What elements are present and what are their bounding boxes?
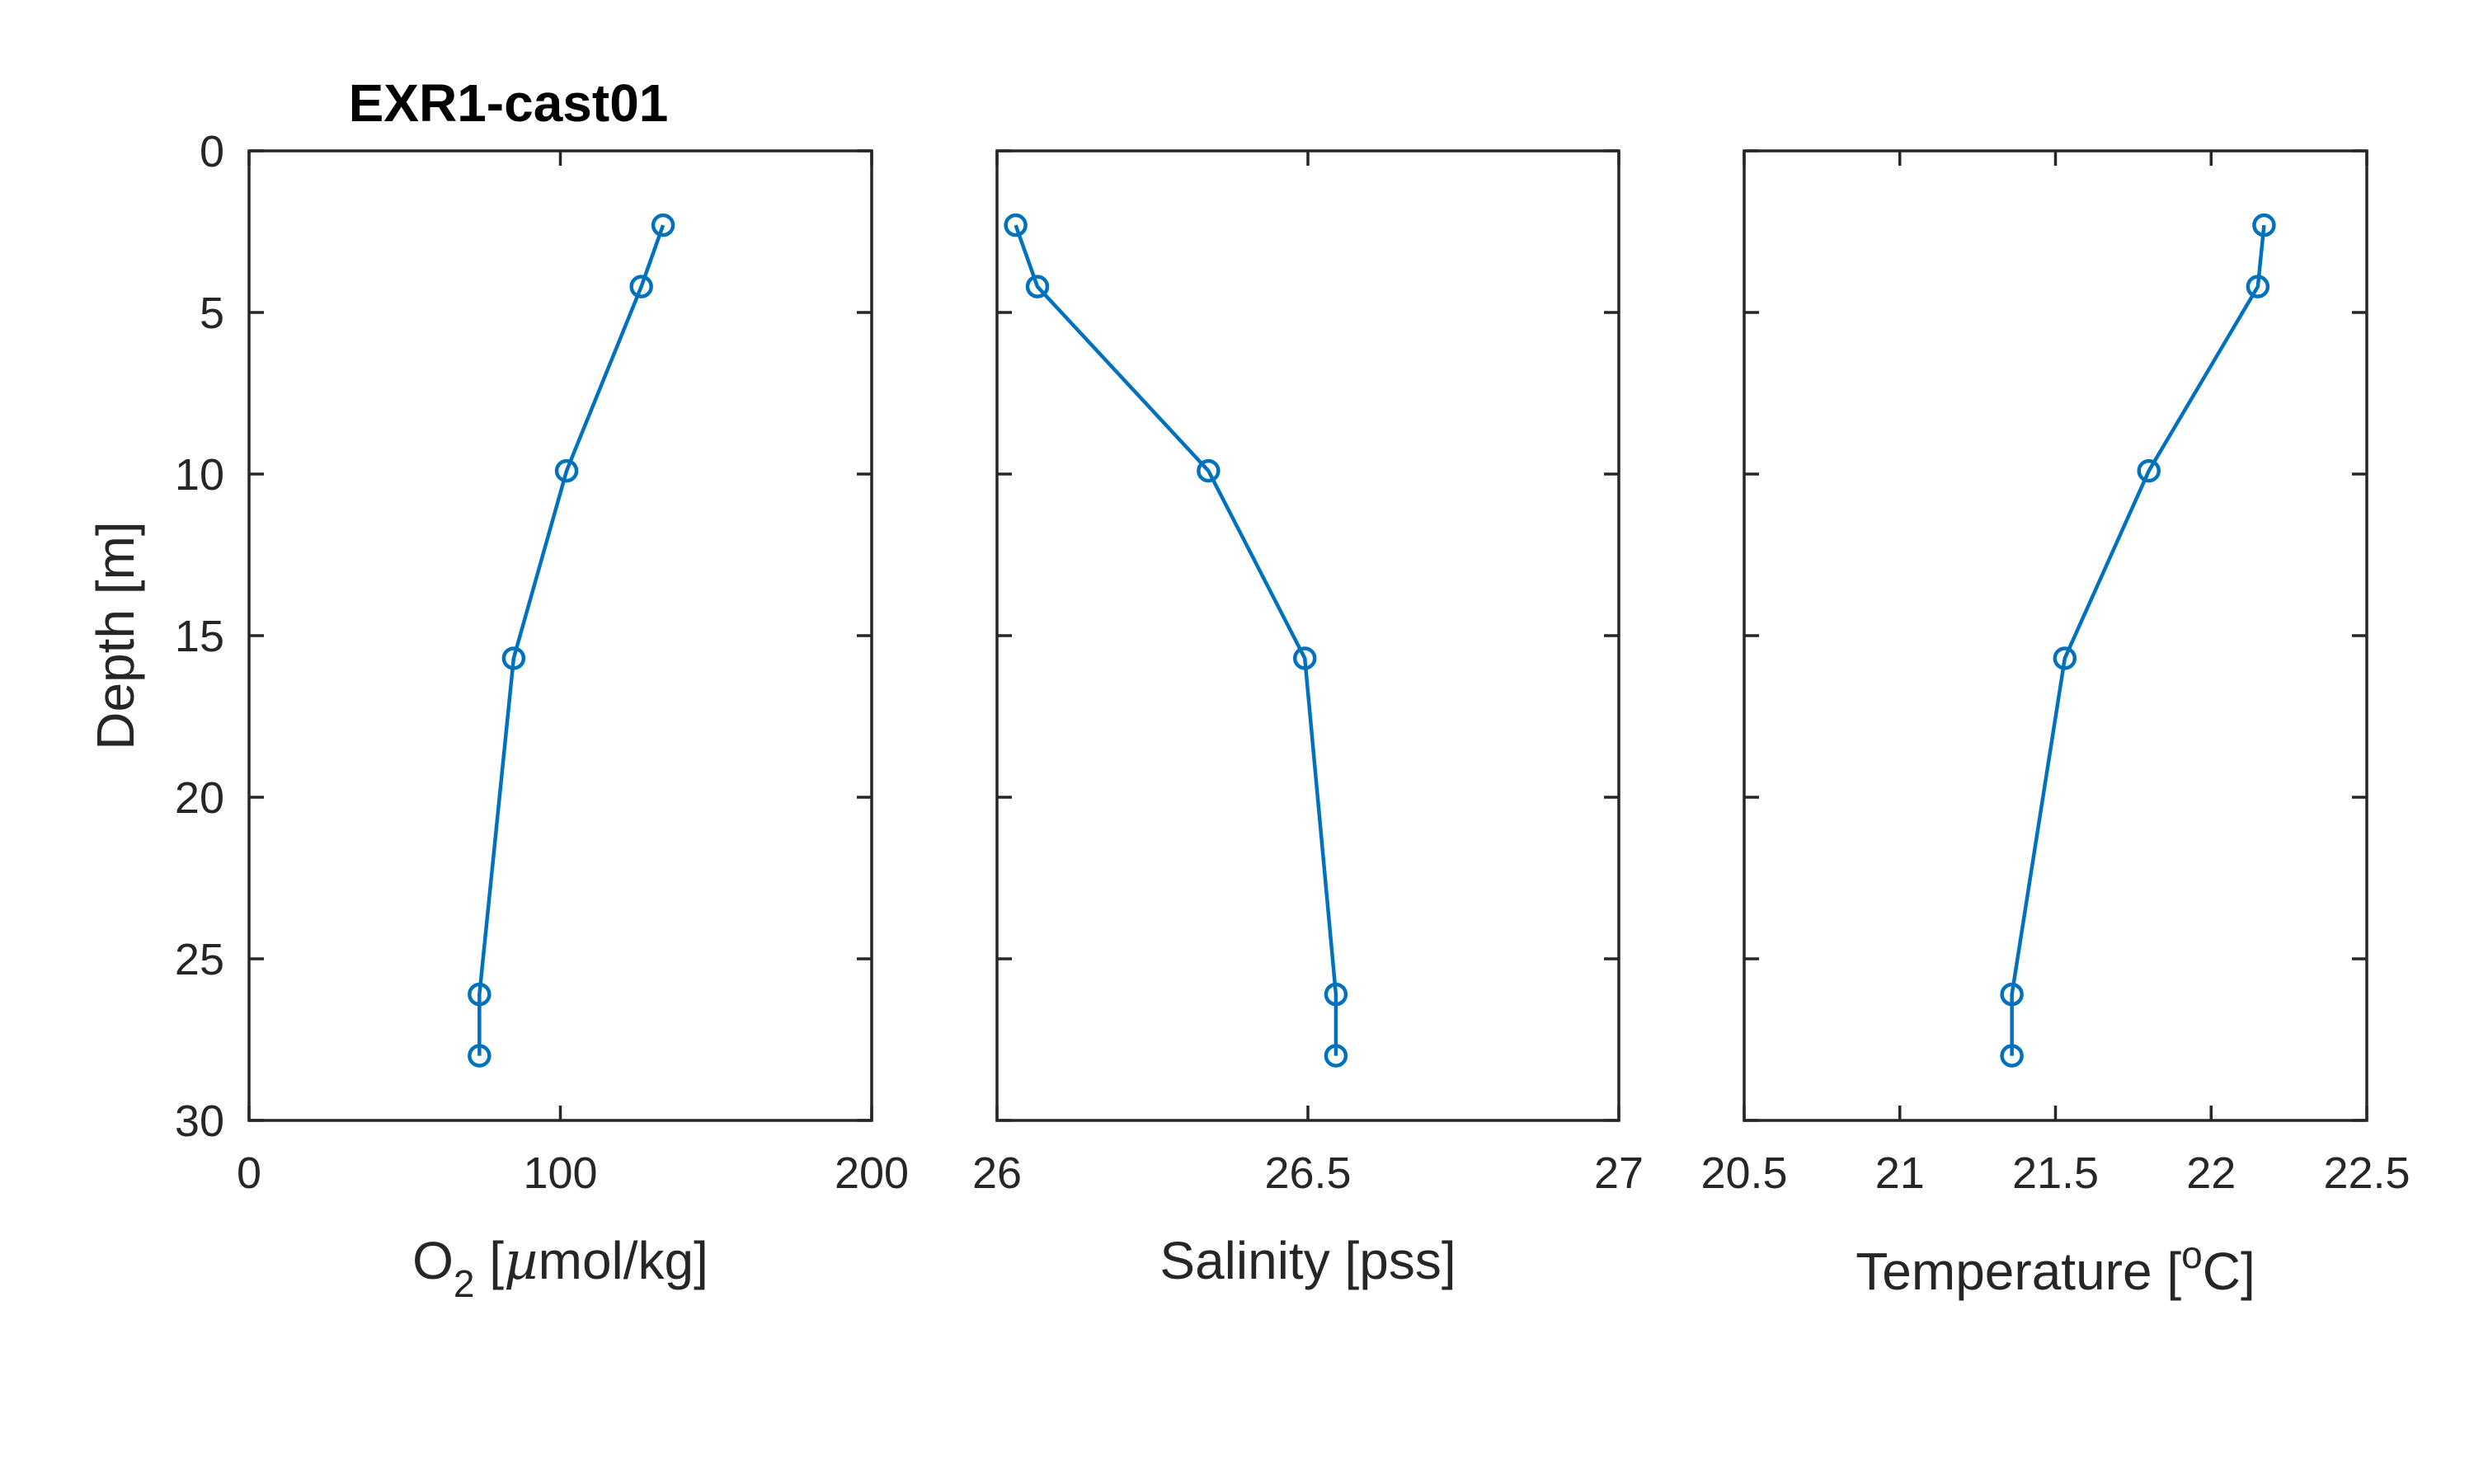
x-tick-label: 22 — [2186, 1148, 2236, 1198]
data-point — [2053, 646, 2077, 670]
data-point — [468, 982, 492, 1007]
x-tick-label: 0 — [237, 1148, 261, 1198]
data-point — [1197, 458, 1221, 483]
data-point — [2000, 982, 2024, 1007]
x-axis-label-superscript: o — [2181, 1233, 2203, 1276]
chart-panels: 0 100 200 0 5 10 15 20 25 30 EXR1-cast01 Depth [m] O… — [86, 73, 2411, 1305]
x-tick-label: 22.5 — [2323, 1148, 2410, 1198]
chart-panel-1: 0 100 200 0 5 10 15 20 25 30 EXR1-cast01 Depth [m] O… — [86, 73, 909, 1305]
data-point — [1004, 213, 1028, 237]
chart-panel-2: 26 26.5 27 Salinity [pss] — [972, 149, 1644, 1290]
x-axis-label-subscript: 2 — [454, 1262, 475, 1305]
x-tick-label: 21 — [1875, 1148, 1925, 1198]
y-tick-label: 15 — [175, 612, 224, 661]
x-tick-label: 27 — [1594, 1148, 1644, 1198]
y-tick-label: 5 — [200, 289, 224, 338]
y-tick-label: 0 — [200, 127, 224, 176]
x-tick-label: 20.5 — [1700, 1148, 1787, 1198]
data-point — [2137, 458, 2161, 483]
data-point — [501, 646, 526, 670]
x-axis-label-part: O — [412, 1231, 454, 1290]
x-tick-label: 26 — [972, 1148, 1022, 1198]
x-tick-label: 100 — [523, 1148, 597, 1198]
data-point — [2000, 1044, 2024, 1068]
data-point — [629, 275, 653, 298]
y-axis-label: Depth [m] — [86, 521, 145, 749]
x-axis-label-mu: µ — [504, 1231, 539, 1292]
data-point — [1324, 982, 1348, 1007]
x-tick-label: 26.5 — [1264, 1148, 1351, 1198]
x-axis-label: Temperature [oC] — [1856, 1233, 2255, 1301]
data-point — [651, 213, 675, 237]
x-tick-label: 21.5 — [2012, 1148, 2099, 1198]
x-axis-label: O2 [µmol/kg] — [412, 1231, 708, 1305]
data-point — [468, 1044, 492, 1068]
y-tick-label: 20 — [175, 773, 224, 823]
y-tick-label: 10 — [175, 450, 224, 500]
x-tick-label: 200 — [835, 1148, 909, 1198]
x-axis-label-part: mol/kg] — [539, 1231, 708, 1290]
x-axis-label: Salinity [pss] — [1159, 1231, 1456, 1290]
data-point — [1292, 646, 1317, 670]
y-tick-label: 30 — [175, 1097, 224, 1146]
chart-panel-3: 20.5 21 21.5 22 22.5 Temperature [oC] — [1700, 149, 2411, 1301]
data-point — [1025, 275, 1050, 298]
data-point — [2246, 275, 2270, 298]
chart-title: EXR1-cast01 — [349, 73, 669, 133]
y-tick-label: 25 — [175, 935, 224, 984]
data-point — [2252, 213, 2276, 237]
x-axis-label-part: C] — [2203, 1242, 2255, 1301]
x-axis-label-part: Temperature [ — [1856, 1242, 2181, 1301]
x-axis-label-part: [ — [474, 1231, 504, 1290]
data-point — [554, 458, 579, 483]
data-point — [1324, 1044, 1348, 1068]
